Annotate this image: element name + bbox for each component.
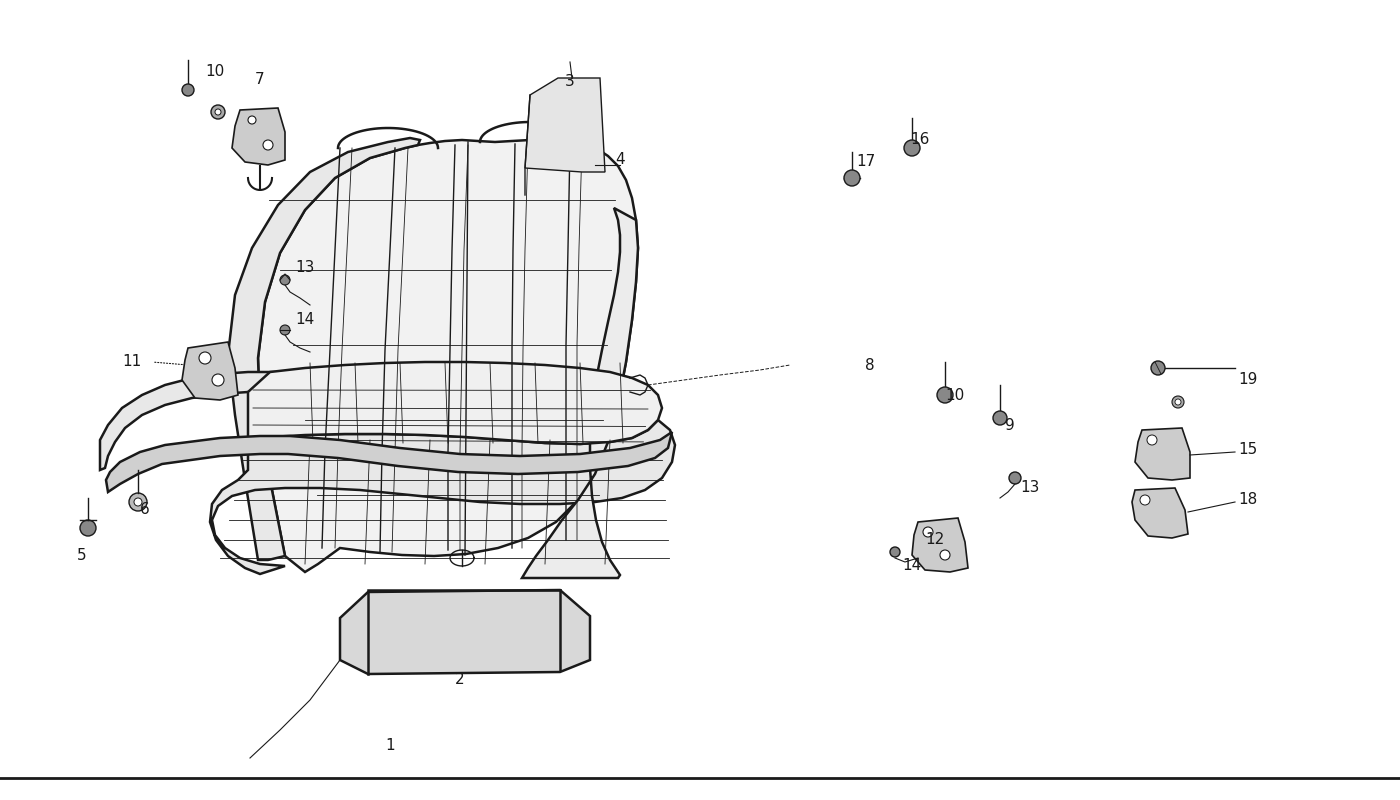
Circle shape <box>280 275 290 285</box>
Polygon shape <box>1133 488 1189 538</box>
Text: 3: 3 <box>566 74 575 90</box>
Circle shape <box>844 170 860 186</box>
Text: 5: 5 <box>77 547 87 562</box>
Polygon shape <box>525 78 605 172</box>
Circle shape <box>1151 361 1165 375</box>
Circle shape <box>1147 435 1156 445</box>
Text: 1: 1 <box>385 738 395 753</box>
Circle shape <box>134 498 141 506</box>
Text: 19: 19 <box>1238 373 1257 387</box>
Text: 17: 17 <box>857 154 875 170</box>
Polygon shape <box>210 420 675 574</box>
Circle shape <box>923 527 932 537</box>
Circle shape <box>211 105 225 119</box>
Circle shape <box>904 140 920 156</box>
Text: 8: 8 <box>865 358 875 373</box>
Circle shape <box>216 109 221 115</box>
Circle shape <box>993 411 1007 425</box>
Circle shape <box>1172 396 1184 408</box>
Text: 15: 15 <box>1238 442 1257 458</box>
Text: 13: 13 <box>295 261 315 275</box>
Polygon shape <box>340 590 589 674</box>
Polygon shape <box>228 138 420 560</box>
Text: 14: 14 <box>903 558 921 573</box>
Circle shape <box>1140 495 1149 505</box>
Text: 7: 7 <box>255 73 265 87</box>
Circle shape <box>182 84 195 96</box>
Text: 10: 10 <box>206 65 224 79</box>
Text: 11: 11 <box>123 354 141 370</box>
Text: 16: 16 <box>910 133 930 147</box>
Circle shape <box>199 352 211 364</box>
Polygon shape <box>248 362 662 444</box>
Circle shape <box>129 493 147 511</box>
Circle shape <box>890 547 900 557</box>
Text: 18: 18 <box>1238 493 1257 507</box>
Polygon shape <box>911 518 967 572</box>
Circle shape <box>1175 399 1182 405</box>
Text: 2: 2 <box>455 673 465 687</box>
Polygon shape <box>1135 428 1190 480</box>
Circle shape <box>939 550 951 560</box>
Circle shape <box>937 387 953 403</box>
Text: 6: 6 <box>140 502 150 518</box>
Circle shape <box>211 374 224 386</box>
Polygon shape <box>99 372 280 470</box>
Text: 10: 10 <box>945 387 965 402</box>
Text: 14: 14 <box>295 313 315 327</box>
Circle shape <box>1009 472 1021 484</box>
Polygon shape <box>182 342 238 400</box>
Polygon shape <box>522 208 638 578</box>
Polygon shape <box>258 139 638 572</box>
Text: 13: 13 <box>1021 481 1040 495</box>
Polygon shape <box>232 108 286 165</box>
Text: 9: 9 <box>1005 418 1015 433</box>
Circle shape <box>280 325 290 335</box>
Text: 4: 4 <box>615 153 624 167</box>
Circle shape <box>248 116 256 124</box>
Polygon shape <box>106 432 672 492</box>
Text: 12: 12 <box>925 533 945 547</box>
Circle shape <box>263 140 273 150</box>
Circle shape <box>80 520 97 536</box>
